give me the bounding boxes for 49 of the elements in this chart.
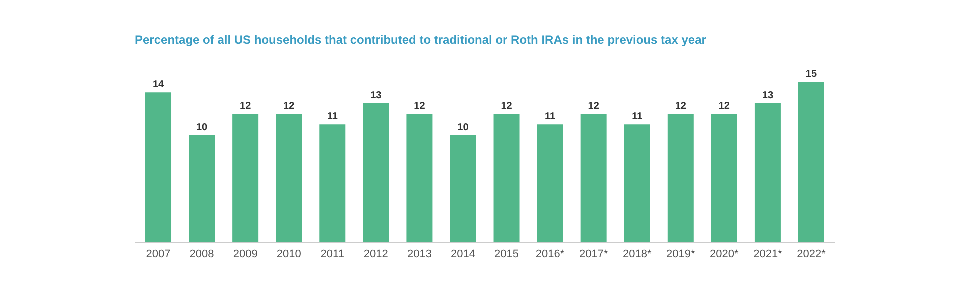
data-label: 12: [588, 101, 600, 112]
data-label: 11: [327, 112, 338, 123]
bar: [537, 124, 564, 242]
x-tick-label: 2022*: [797, 248, 827, 260]
bar: [450, 135, 476, 242]
x-tick-label: 2016*: [536, 248, 566, 260]
data-label: 11: [632, 112, 644, 123]
bar: [363, 103, 390, 242]
x-tick-label: 2019*: [666, 248, 696, 260]
data-label: 13: [370, 90, 382, 102]
x-tick-label: 2014: [450, 248, 476, 260]
x-tick-label: 2010: [276, 248, 302, 260]
x-tick-label: 2013: [407, 248, 432, 260]
bar: [232, 114, 259, 242]
bar: [406, 114, 433, 242]
data-label: 10: [196, 122, 208, 134]
data-label: 11: [545, 112, 556, 123]
bar: [146, 92, 172, 242]
data-label: 12: [675, 101, 687, 112]
bar: [494, 114, 520, 242]
x-tick-label: 2020*: [710, 248, 740, 260]
x-tick-label: 2008: [190, 248, 214, 260]
bar: [711, 114, 738, 242]
bar: [798, 82, 824, 242]
data-label: 12: [718, 101, 730, 112]
bar: [320, 124, 346, 242]
x-tick-label: 2017*: [579, 248, 609, 260]
bar: [189, 135, 216, 242]
data-label: 10: [458, 122, 470, 134]
data-label: 13: [762, 90, 774, 102]
data-label: 12: [240, 101, 252, 112]
bar: [624, 124, 650, 242]
bar: [276, 114, 302, 242]
x-tick-label: 2011: [320, 248, 344, 260]
data-label: 14: [152, 80, 165, 91]
x-tick-label: 2012: [364, 248, 388, 260]
x-tick-label: 2007: [146, 248, 171, 260]
x-tick-label: 2015: [494, 248, 520, 260]
data-label: 12: [284, 101, 296, 112]
x-tick-label: 2018*: [622, 248, 652, 260]
bar: [580, 114, 607, 242]
data-label: 15: [806, 69, 818, 80]
x-tick-label: 2009: [233, 248, 258, 260]
data-label: 12: [501, 101, 513, 112]
chart-title: Percentage of all US households that contributed to traditional or Roth IRAs in the previous tax year: [135, 33, 707, 47]
x-tick-label: 2021*: [754, 248, 784, 260]
data-label: 12: [414, 101, 426, 112]
bar: [668, 114, 694, 242]
bar: [754, 103, 781, 242]
